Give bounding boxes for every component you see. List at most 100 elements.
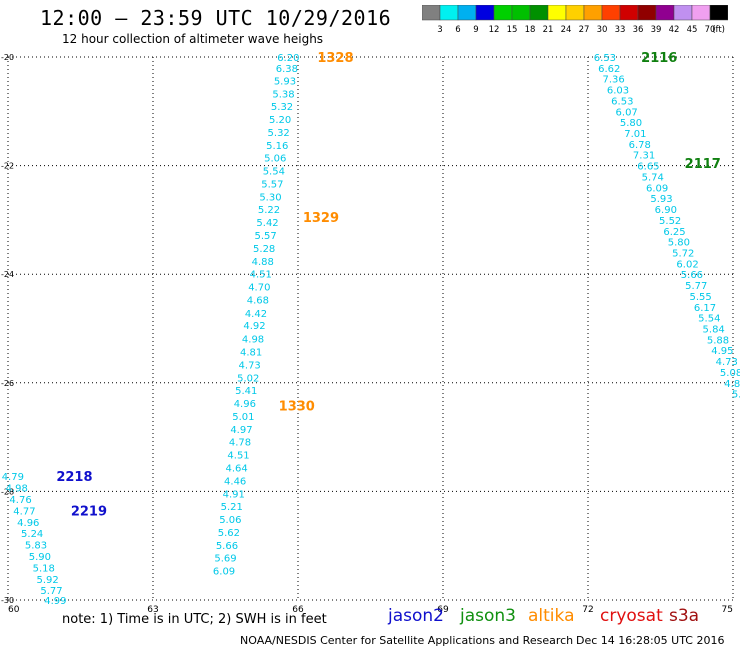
swh-value: 5.93 [274, 76, 296, 87]
y-tick-label: -26 [1, 379, 14, 388]
colorbar-swatch [475, 5, 495, 21]
swh-value: 5.90 [29, 552, 51, 563]
swh-value: 4.81 [240, 347, 262, 358]
footer-note: note: 1) Time is in UTC; 2) SWH is in fe… [62, 612, 327, 627]
colorbar-tick: 18 [525, 25, 536, 35]
pass-label: 1329 [303, 211, 339, 226]
swh-value: 6.90 [655, 205, 677, 216]
swh-value: 5.69 [214, 554, 236, 565]
swh-value: 5.01 [232, 412, 254, 423]
colorbar-swatch [457, 5, 477, 21]
colorbar-swatch [422, 5, 441, 21]
swh-value: 5.77 [40, 586, 62, 597]
swh-value: 6.38 [276, 64, 298, 75]
colorbar-swatch [511, 5, 531, 21]
x-tick-label: 75 [722, 605, 733, 615]
x-tick-label: 63 [147, 605, 158, 615]
colorbar-tick: 21 [543, 25, 554, 35]
colorbar-tick: 3 [437, 25, 442, 35]
swh-value: 7.01 [624, 129, 646, 140]
swh-value: 4.64 [225, 464, 247, 475]
swh-value: 4.79 [2, 472, 24, 483]
swh-value: 6.53 [611, 96, 633, 107]
swh-value: 6.07 [616, 107, 638, 118]
swh-value: 5.57 [254, 231, 276, 242]
colorbar-tick: 36 [633, 25, 644, 35]
swh-value: 6.53 [594, 53, 616, 64]
colorbar-tick: 70 [705, 25, 716, 35]
pass-label: 2117 [685, 157, 721, 172]
colorbar-tick: 45 [687, 25, 698, 35]
colorbar-swatch [529, 5, 549, 21]
swh-value: 5.66 [681, 270, 703, 281]
legend-cryosat: cryosat [600, 606, 663, 626]
footer-credit: NOAA/NESDIS Center for Satellite Applica… [240, 634, 574, 647]
colorbar-tick: 33 [615, 25, 626, 35]
swh-value: 4.95 [711, 346, 733, 357]
swh-value: 4.92 [243, 321, 265, 332]
swh-value: 4.78 [229, 437, 251, 448]
swh-value: 4.77 [13, 506, 35, 517]
swh-value: 5.88 [707, 335, 729, 346]
colorbar-swatch [601, 5, 621, 21]
x-tick-label: 72 [582, 605, 593, 615]
swh-value: 6.25 [663, 227, 685, 238]
swh-value: 5.20 [269, 115, 291, 126]
swh-value: 5.32 [271, 102, 293, 113]
pass-label: 1330 [279, 400, 315, 415]
swh-value: 4.99 [44, 596, 66, 607]
swh-value: 5.28 [253, 244, 275, 255]
y-tick-label: -20 [1, 53, 14, 62]
swh-value: 5.16 [266, 141, 288, 152]
colorbar-tick: 27 [579, 25, 590, 35]
swh-value: 5.92 [37, 575, 59, 586]
swh-value: 6.09 [213, 567, 235, 578]
colorbar-swatch [439, 5, 459, 21]
swh-value: 7.36 [602, 75, 624, 86]
swh-value: 6.09 [646, 183, 668, 194]
swh-value: 5.06 [264, 153, 286, 164]
swh-value: 5.72 [672, 248, 694, 259]
colorbar-tick: 12 [489, 25, 500, 35]
swh-value: 5.66 [216, 541, 238, 552]
map-subtitle: 12 hour collection of altimeter wave hei… [62, 32, 324, 46]
swh-value: 4.97 [230, 425, 252, 436]
swh-value: 4.73 [239, 360, 261, 371]
swh-value: 4.46 [224, 477, 246, 488]
swh-value: 4.51 [250, 270, 272, 281]
colorbar-tick: 9 [473, 25, 478, 35]
swh-value: 4.51 [227, 450, 249, 461]
swh-value: 5.21 [221, 502, 243, 513]
swh-value: 5.52 [659, 216, 681, 227]
colorbar-tick: 42 [669, 25, 680, 35]
swh-value: 4.73 [716, 357, 738, 368]
colorbar-swatch [583, 5, 603, 21]
colorbar-swatch [547, 5, 567, 21]
swh-value: 5.08 [720, 368, 740, 379]
colorbar-unit: (ft) [712, 25, 725, 35]
colorbar-swatch [637, 5, 657, 21]
swh-value: 4.96 [234, 399, 256, 410]
swh-value: 5.41 [235, 386, 257, 397]
pass-labels: 13281329133021162117222182219 [56, 51, 721, 519]
swh-value: 6.03 [607, 86, 629, 97]
swh-value: 5.55 [689, 292, 711, 303]
swh-value: 5.02 [237, 373, 259, 384]
swh-value: 6.78 [629, 140, 651, 151]
swh-value: 4.68 [247, 296, 269, 307]
colorbar-swatch [691, 5, 711, 21]
map-title: 12:00 – 23:59 UTC 10/29/2016 [40, 6, 392, 30]
swh-value: 5.3 [732, 390, 740, 401]
colorbar-tick: 15 [507, 25, 518, 35]
x-tick-label: 60 [8, 605, 20, 615]
swh-value: 5.74 [642, 172, 664, 183]
y-tick-label: -28 [1, 487, 14, 496]
swh-value: 5.93 [650, 194, 672, 205]
swh-value: 4.98 [242, 334, 264, 345]
colorbar-tick: 39 [651, 25, 662, 35]
footer-date: Dec 14 16:28:05 UTC 2016 [576, 634, 725, 647]
swh-value: 4.91 [223, 490, 245, 501]
swh-value: 4.96 [17, 518, 39, 529]
legend-altika: altika [528, 606, 575, 626]
